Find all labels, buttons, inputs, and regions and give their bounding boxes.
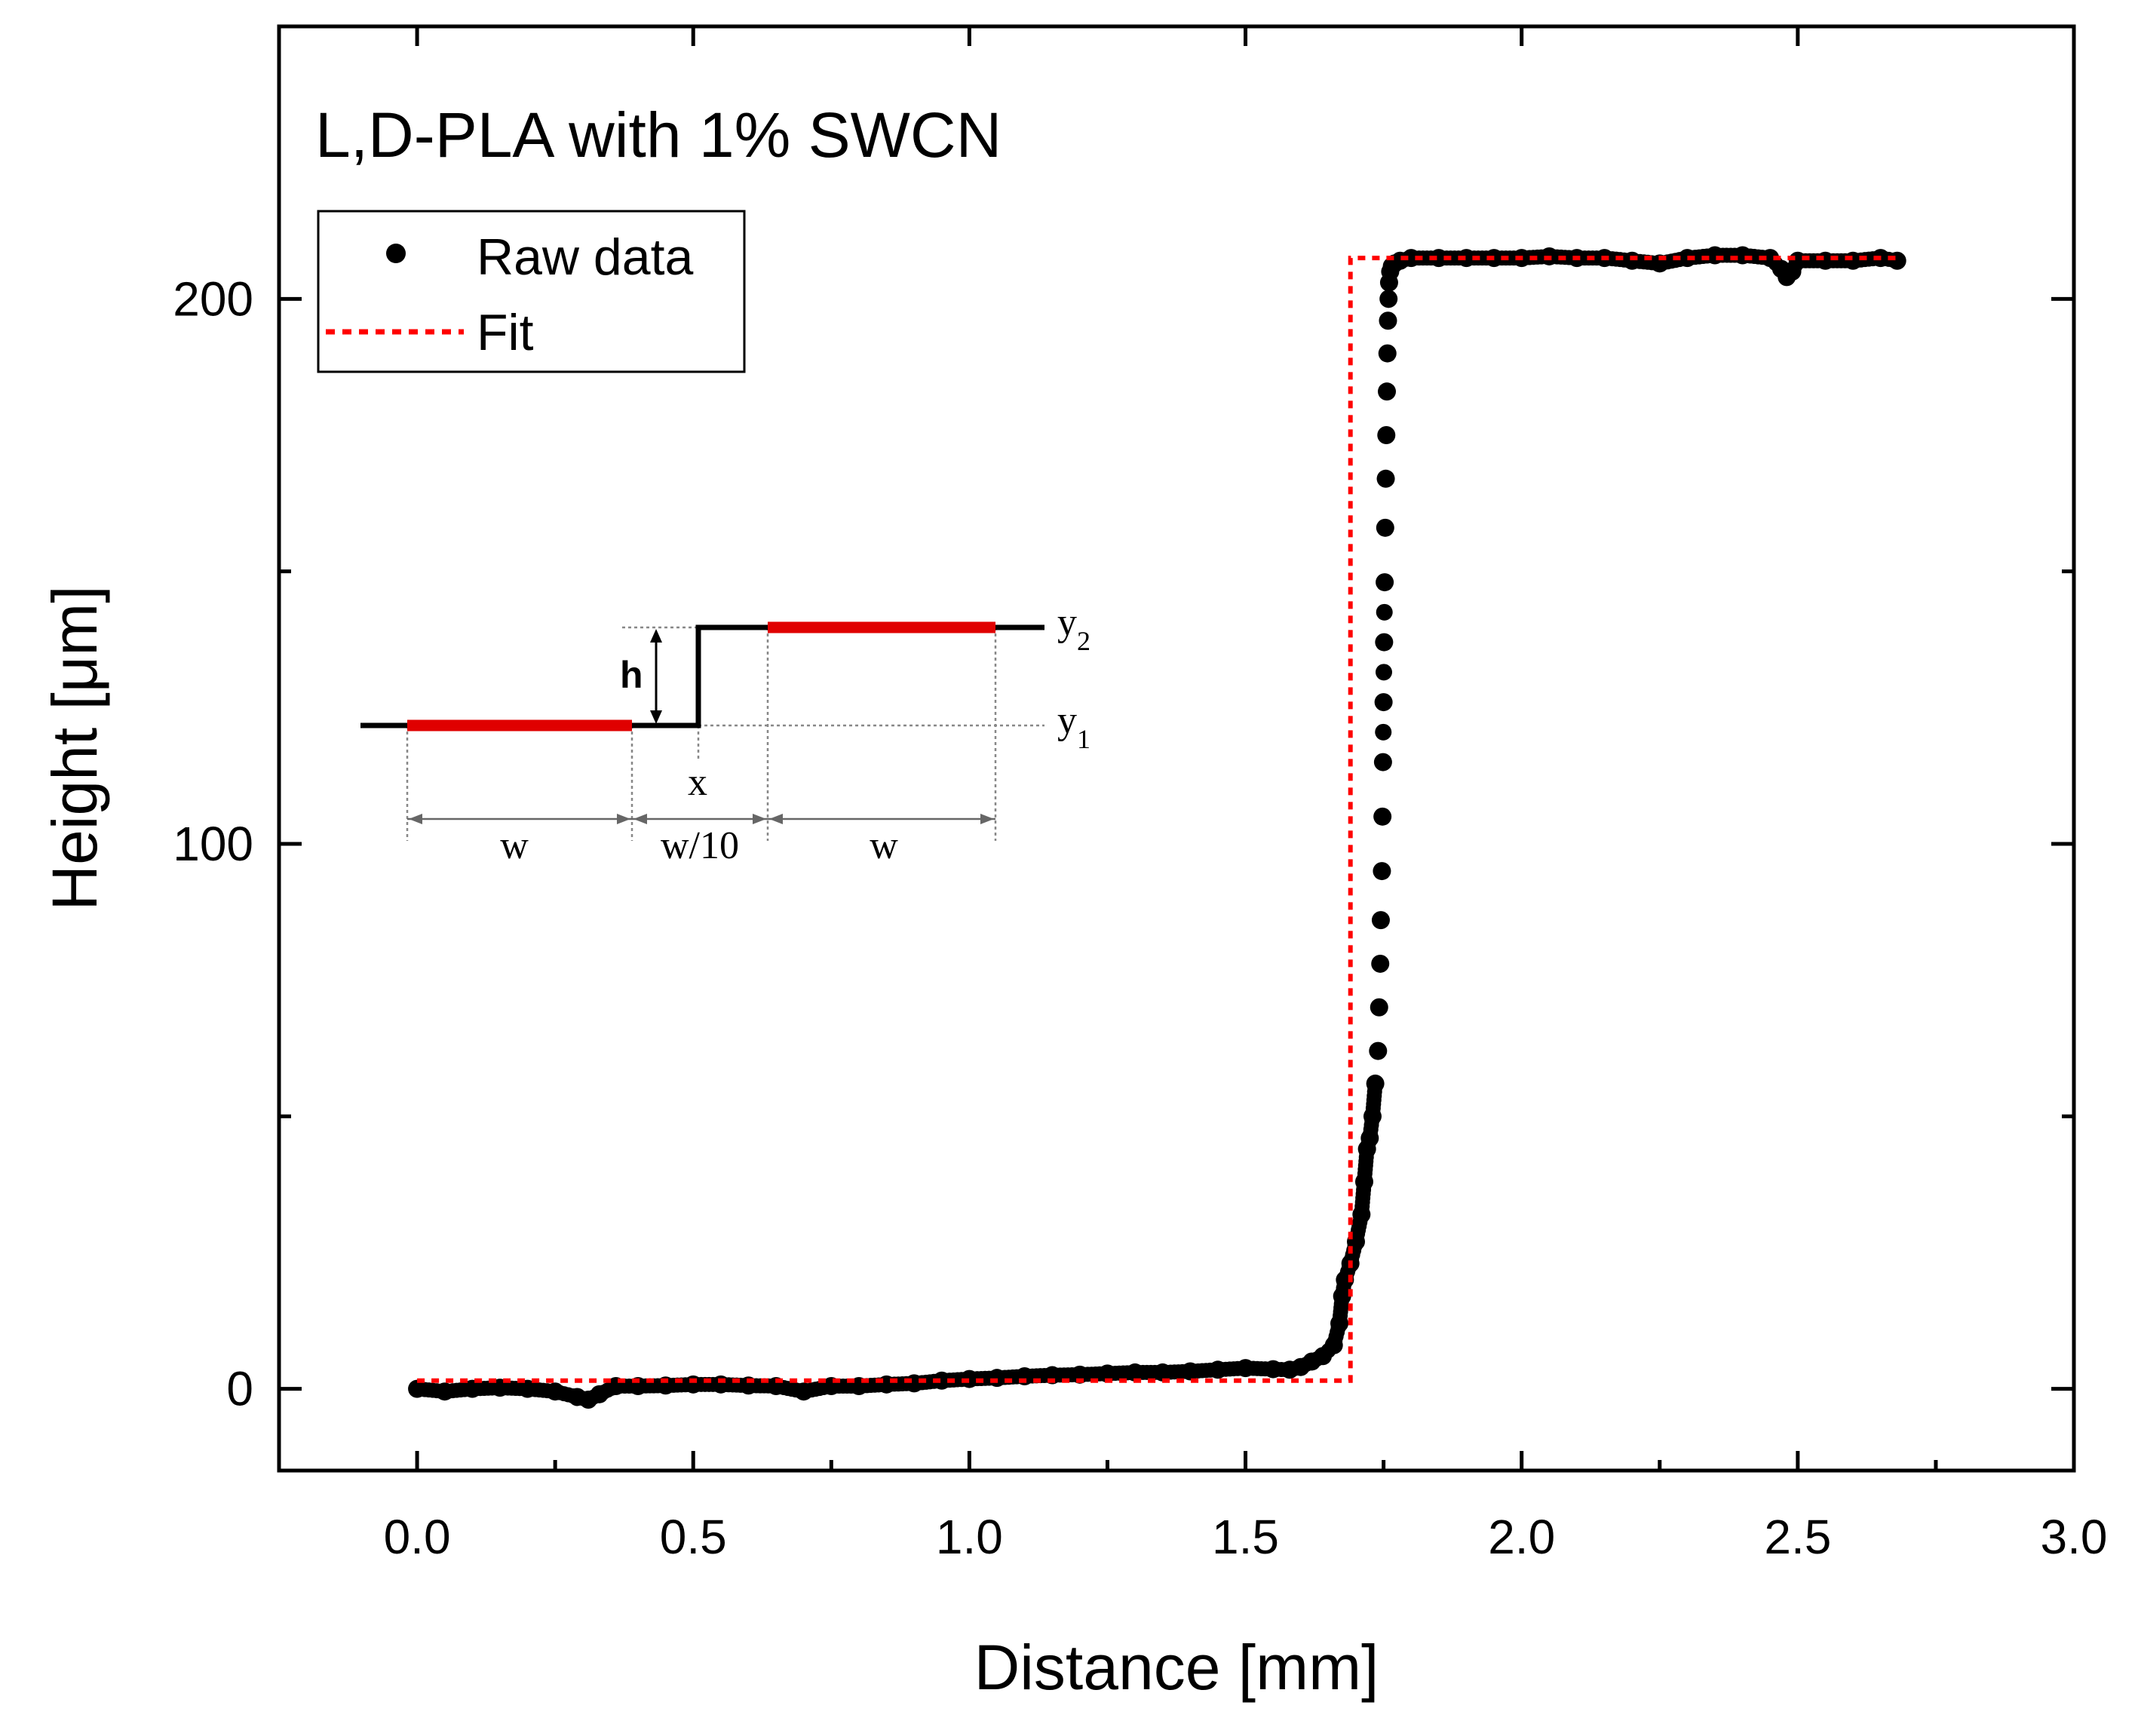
raw-data-point [1377, 425, 1396, 444]
inset-label-w-right: w [870, 824, 898, 867]
inset-label-y1: y [1057, 699, 1077, 742]
y-tick-label: 100 [173, 817, 253, 871]
inset-label-x: x [688, 761, 707, 804]
raw-data-point [1375, 633, 1394, 652]
x-tick-label: 0.5 [660, 1510, 727, 1564]
x-tick-label: 2.5 [1764, 1510, 1831, 1564]
y-axis-title: Height [μm] [39, 585, 110, 910]
inset-label-y1-sub: 1 [1077, 724, 1090, 754]
inset-h-arrowhead-bottom [650, 710, 662, 724]
inset-label-h: h [620, 654, 643, 696]
plot-frame [277, 24, 2076, 1473]
x-tick-label: 2.0 [1488, 1510, 1555, 1564]
raw-data-point [1371, 954, 1390, 973]
raw-data-point [1378, 344, 1397, 363]
legend-label-fit: Fit [477, 304, 534, 361]
raw-data-point [1379, 290, 1398, 308]
raw-data-point [1888, 251, 1906, 270]
x-axis-title: Distance [mm] [974, 1632, 1379, 1703]
raw-data-point [1376, 573, 1394, 592]
axis-tick-labels: 0.0 0.5 1.0 1.5 2.0 2.5 3.0 0 100 200 [173, 271, 2107, 1564]
inset-label-w-left: w [500, 824, 529, 867]
x-tick-label: 3.0 [2041, 1510, 2108, 1564]
raw-data-point [1369, 1041, 1388, 1060]
raw-data-point [1375, 723, 1392, 741]
x-tick-label: 1.5 [1212, 1510, 1279, 1564]
inset-h-arrowhead-top [650, 629, 662, 643]
raw-data-point [1376, 603, 1393, 621]
inset-dimension-arrowheads [409, 814, 994, 824]
raw-data-point [1375, 664, 1392, 681]
inset-label-w-mid: w/10 [661, 824, 739, 867]
raw-data-point [1379, 311, 1397, 330]
legend-box [317, 210, 746, 373]
raw-data-point [1373, 862, 1391, 881]
raw-data-point [1371, 911, 1390, 930]
raw-data-point [1376, 469, 1395, 488]
inset-label-y2: y [1057, 601, 1077, 644]
x-tick-label: 0.0 [384, 1510, 451, 1564]
raw-data-point [1366, 1074, 1385, 1093]
raw-data-point [1373, 807, 1392, 826]
legend: Raw data Fit [317, 210, 746, 373]
raw-data-point [1370, 998, 1388, 1017]
inset-label-y2-sub: 2 [1077, 626, 1090, 656]
y-tick-label: 0 [226, 1362, 253, 1416]
raw-data-series [408, 246, 1906, 1409]
x-tick-label: 1.0 [936, 1510, 1003, 1564]
legend-label-raw-data: Raw data [477, 229, 693, 286]
inset-schematic: h x y 2 y 1 w w/10 w [360, 601, 1090, 867]
inset-step-profile [360, 624, 1044, 728]
y-tick-label: 200 [173, 271, 253, 326]
legend-marker-raw-data [386, 244, 406, 263]
axis-ticks [277, 26, 2076, 1471]
fit-line [417, 256, 1897, 1383]
chart-title: L,D-PLA with 1% SWCN [315, 100, 1002, 170]
raw-data-point [1373, 753, 1392, 771]
raw-data-point [1378, 382, 1397, 401]
raw-data-point [1376, 518, 1394, 537]
raw-data-point [1374, 693, 1393, 712]
